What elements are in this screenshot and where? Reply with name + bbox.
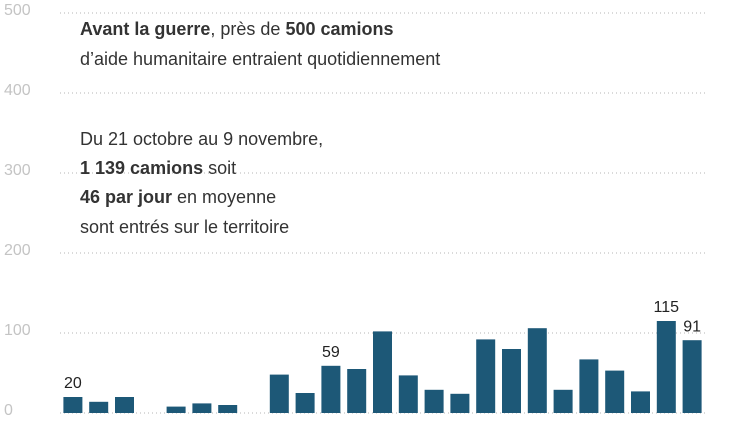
bar: [424, 389, 444, 413]
bar: [631, 391, 650, 413]
bar: [682, 340, 702, 413]
y-tick-label: 500: [4, 2, 31, 19]
bar: [476, 339, 496, 413]
bar: [89, 401, 109, 413]
bar: [398, 375, 418, 413]
annotation-segment: Du 21 octobre au 9 novembre,: [80, 129, 323, 149]
annotation-segment: en moyenne: [172, 187, 276, 207]
bar: [269, 374, 289, 413]
annotation: 1 139 camions soit: [80, 158, 236, 178]
annotation-segment: 1 139 camions: [80, 158, 203, 178]
bar: [373, 331, 392, 413]
annotation-segment: soit: [203, 158, 236, 178]
y-tick-label: 100: [4, 322, 31, 339]
annotation-segment: d’aide humanitaire entraient quotidienne…: [80, 49, 440, 69]
annotation: Avant la guerre, près de 500 camions: [80, 19, 394, 39]
bar: [527, 328, 547, 413]
bar: [502, 349, 521, 413]
annotation: d’aide humanitaire entraient quotidienne…: [80, 49, 440, 69]
bar: [579, 359, 599, 413]
annotation-segment: sont entrés sur le territoire: [80, 217, 289, 237]
annotation: Du 21 octobre au 9 novembre,: [80, 129, 323, 149]
bar: [656, 321, 676, 413]
bar: [192, 403, 212, 413]
bar: [450, 393, 470, 413]
bar: [605, 370, 625, 413]
value-label: 91: [683, 318, 701, 335]
y-tick-label: 0: [4, 402, 13, 419]
bar: [115, 397, 134, 413]
y-tick-label: 200: [4, 242, 31, 259]
value-label: 115: [654, 299, 680, 316]
bar: [347, 369, 367, 413]
annotation-segment: 46 par jour: [80, 187, 172, 207]
bar: [295, 393, 315, 413]
bar: [321, 365, 341, 413]
value-label: 20: [64, 375, 82, 392]
annotation-segment: Avant la guerre: [80, 19, 210, 39]
annotation: 46 par jour en moyenne: [80, 187, 276, 207]
annotation-segment: 500 camions: [285, 19, 393, 39]
annotation: sont entrés sur le territoire: [80, 217, 289, 237]
bar: [553, 389, 573, 413]
bar: [166, 406, 186, 413]
bar: [218, 405, 238, 413]
y-tick-label: 400: [4, 82, 31, 99]
y-tick-label: 300: [4, 162, 31, 179]
annotation-segment: , près de: [210, 19, 285, 39]
bar: [63, 397, 83, 413]
value-label: 59: [322, 344, 340, 361]
